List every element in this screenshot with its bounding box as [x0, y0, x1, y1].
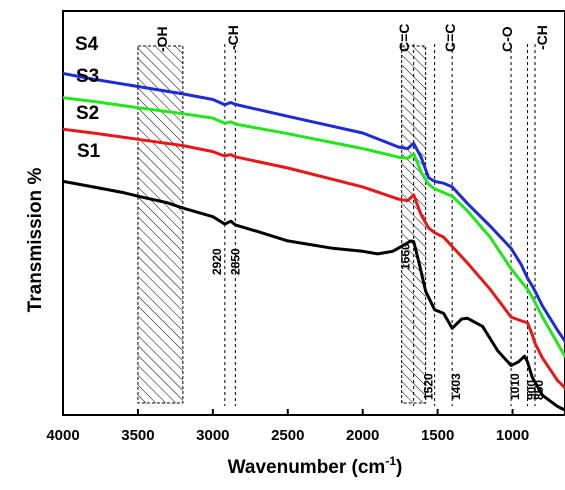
x-axis-ticks: 4000 3500 3000 2500 2000 1500 1000: [46, 409, 529, 444]
series-line-s4: [63, 72, 565, 343]
x-tick-label-1500: 1500: [421, 427, 454, 444]
peak-label-1660: 1660: [399, 243, 413, 270]
peak-label-2850: 2850: [228, 248, 242, 275]
series-label-s2: S2: [76, 103, 99, 124]
series-label-s4: S4: [75, 34, 99, 55]
x-tick-label-2000: 2000: [346, 427, 379, 444]
x-tick-label-2500: 2500: [271, 427, 304, 444]
band-label-ch-1: -CH: [225, 25, 241, 50]
hatched-band-1: [137, 45, 184, 404]
x-axis-label-sup: -1: [385, 454, 396, 468]
series-line-s3: [63, 96, 565, 358]
band-label-cc-2: C=C: [442, 24, 458, 52]
x-axis-label-close: ): [396, 457, 402, 478]
x-axis-label: Wavenumber (cm-1): [228, 454, 403, 478]
x-tick-label-1000: 1000: [496, 427, 529, 444]
peak-label-1010: 1010: [508, 373, 522, 400]
hatched-bands: [137, 45, 427, 404]
x-axis-label-main: Wavenumber (cm: [228, 457, 386, 478]
x-tick-label-3000: 3000: [196, 427, 229, 444]
peak-label-2920: 2920: [210, 248, 224, 275]
peak-label-1403: 1403: [449, 373, 463, 400]
peak-label-1520: 1520: [422, 373, 436, 400]
series-label-s1: S1: [77, 141, 101, 162]
series-label-s3: S3: [76, 66, 99, 87]
series-line-s2: [63, 127, 565, 390]
band-label-oh: -OH: [154, 26, 170, 52]
series-lines: [63, 72, 565, 412]
band-label-ch-2: -CH: [534, 25, 550, 50]
x-tick-label-4000: 4000: [46, 427, 79, 444]
band-label-cc-1: C=C: [396, 24, 412, 52]
y-axis-label: Transmission %: [25, 168, 46, 313]
band-label-co: C-O: [499, 26, 515, 52]
plot-frame: [62, 10, 565, 416]
series-line-s1: [63, 179, 565, 412]
x-tick-label-3500: 3500: [121, 427, 154, 444]
